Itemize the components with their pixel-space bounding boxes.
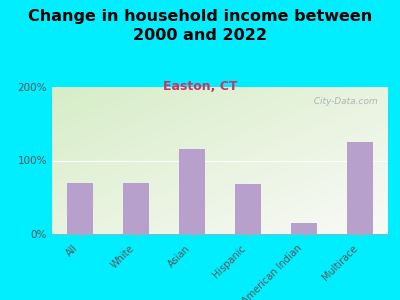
Bar bbox=[235, 184, 261, 234]
Text: Easton, CT: Easton, CT bbox=[163, 80, 237, 92]
Text: Change in household income between
2000 and 2022: Change in household income between 2000 … bbox=[28, 9, 372, 43]
Bar bbox=[123, 182, 149, 234]
Text: City-Data.com: City-Data.com bbox=[308, 97, 378, 106]
Bar bbox=[347, 142, 373, 234]
Bar bbox=[67, 182, 93, 234]
Bar bbox=[179, 149, 204, 234]
Bar bbox=[291, 223, 317, 234]
